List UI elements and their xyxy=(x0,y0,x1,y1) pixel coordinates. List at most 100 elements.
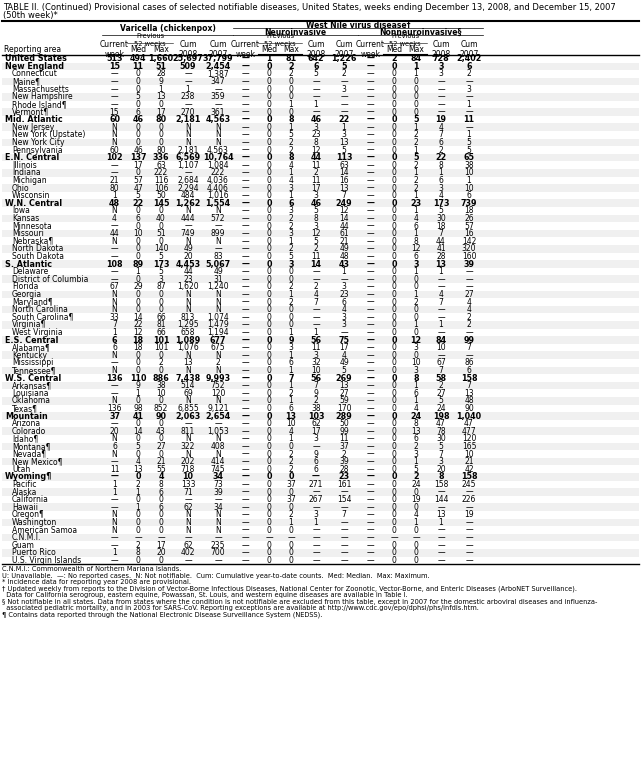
Text: N: N xyxy=(185,351,191,360)
Text: 24: 24 xyxy=(436,404,445,413)
Text: 0: 0 xyxy=(135,275,140,284)
Text: 1: 1 xyxy=(413,518,419,527)
Text: 3: 3 xyxy=(288,343,294,352)
Text: 2: 2 xyxy=(288,214,294,223)
Text: 1: 1 xyxy=(112,191,117,200)
Text: 84: 84 xyxy=(435,335,447,345)
Text: 59: 59 xyxy=(339,396,349,405)
Text: 17: 17 xyxy=(156,108,166,116)
Text: Current
week: Current week xyxy=(356,39,385,59)
Text: 13: 13 xyxy=(411,427,420,436)
Text: 37: 37 xyxy=(286,495,296,504)
Text: —: — xyxy=(367,320,374,329)
Text: 2,181: 2,181 xyxy=(178,146,199,155)
Text: 12: 12 xyxy=(133,328,143,337)
Text: —: — xyxy=(367,260,374,269)
Text: 158: 158 xyxy=(461,373,478,383)
Text: 0: 0 xyxy=(413,487,419,496)
Text: 9: 9 xyxy=(158,77,163,86)
Text: N: N xyxy=(185,305,191,314)
Text: 0: 0 xyxy=(135,358,140,367)
Text: —: — xyxy=(111,275,119,284)
Bar xyxy=(2,169,639,177)
Text: 1: 1 xyxy=(266,55,272,63)
Text: —: — xyxy=(367,518,374,527)
Bar xyxy=(2,465,639,473)
Text: Delaware: Delaware xyxy=(12,267,48,276)
Bar xyxy=(2,283,639,291)
Text: 25,697: 25,697 xyxy=(172,55,203,63)
Text: 28: 28 xyxy=(437,252,445,261)
Text: 81: 81 xyxy=(156,320,166,329)
Text: —: — xyxy=(367,70,374,78)
Bar xyxy=(2,177,639,184)
Text: 84: 84 xyxy=(410,55,422,63)
Bar xyxy=(2,351,639,359)
Text: 5: 5 xyxy=(288,131,294,140)
Text: 99: 99 xyxy=(463,335,474,345)
Text: 37: 37 xyxy=(286,480,296,489)
Text: E.N. Central: E.N. Central xyxy=(5,153,59,162)
Text: —: — xyxy=(465,282,473,291)
Text: N: N xyxy=(185,449,191,458)
Text: 5: 5 xyxy=(342,366,346,375)
Text: —: — xyxy=(312,320,320,329)
Text: 6: 6 xyxy=(313,62,319,71)
Text: 5: 5 xyxy=(288,252,294,261)
Text: Current
week: Current week xyxy=(231,39,260,59)
Text: 42: 42 xyxy=(464,465,474,474)
Text: 0: 0 xyxy=(158,100,163,109)
Text: 0: 0 xyxy=(413,502,419,512)
Text: 2: 2 xyxy=(136,480,140,489)
Text: 0: 0 xyxy=(135,123,140,132)
Text: —: — xyxy=(184,556,192,565)
Text: 0: 0 xyxy=(392,366,396,375)
Text: 0: 0 xyxy=(392,434,396,443)
Text: —: — xyxy=(111,85,119,93)
Text: 38: 38 xyxy=(464,161,474,170)
Text: —: — xyxy=(242,540,249,550)
Text: 2: 2 xyxy=(391,55,397,63)
Text: 0: 0 xyxy=(135,472,141,481)
Text: 6: 6 xyxy=(313,457,319,466)
Text: 0: 0 xyxy=(413,351,419,360)
Text: N: N xyxy=(112,131,117,140)
Text: 1: 1 xyxy=(413,168,419,178)
Text: 0: 0 xyxy=(392,427,396,436)
Text: —: — xyxy=(340,487,348,496)
Bar xyxy=(2,313,639,321)
Text: 0: 0 xyxy=(135,290,140,299)
Text: —: — xyxy=(242,396,249,405)
Text: 0: 0 xyxy=(267,548,271,557)
Text: 2: 2 xyxy=(438,146,444,155)
Text: 1,107: 1,107 xyxy=(177,161,199,170)
Text: 2,454: 2,454 xyxy=(205,62,231,71)
Text: 4: 4 xyxy=(438,123,444,132)
Bar xyxy=(2,109,639,116)
Text: 2,402: 2,402 xyxy=(456,55,481,63)
Text: —: — xyxy=(367,176,374,185)
Text: 2: 2 xyxy=(413,176,419,185)
Text: 6: 6 xyxy=(438,176,444,185)
Text: 0: 0 xyxy=(288,305,294,314)
Text: 1: 1 xyxy=(288,518,294,527)
Text: Maryland¶: Maryland¶ xyxy=(12,298,53,307)
Text: 0: 0 xyxy=(413,85,419,93)
Text: 0: 0 xyxy=(267,366,271,375)
Text: —: — xyxy=(242,62,249,71)
Text: 267: 267 xyxy=(309,495,323,504)
Text: 21: 21 xyxy=(464,457,474,466)
Text: 8: 8 xyxy=(438,161,444,170)
Text: —: — xyxy=(312,556,320,565)
Text: 0: 0 xyxy=(158,396,163,405)
Text: 3: 3 xyxy=(413,366,419,375)
Text: —: — xyxy=(367,525,374,534)
Text: 0: 0 xyxy=(392,77,396,86)
Text: 0: 0 xyxy=(267,184,271,193)
Text: 19: 19 xyxy=(464,510,474,519)
Text: C.N.M.I.: Commonwealth of Northern Mariana Islands.: C.N.M.I.: Commonwealth of Northern Maria… xyxy=(2,566,181,572)
Text: 11: 11 xyxy=(110,465,119,474)
Text: —: — xyxy=(242,123,249,132)
Text: —: — xyxy=(242,138,249,147)
Text: —: — xyxy=(242,404,249,413)
